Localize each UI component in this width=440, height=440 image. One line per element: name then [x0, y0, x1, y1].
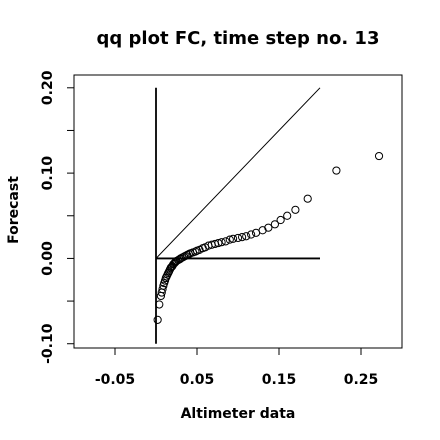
y-axis: -0.10 0.00 0.10 0.20 [40, 70, 74, 364]
x-tick-label: 0.15 [262, 372, 297, 388]
data-point [233, 233, 243, 243]
y-tick-label: 0.10 [40, 156, 56, 191]
data-point [238, 232, 247, 242]
data-point [270, 220, 279, 229]
y-tick-label: -0.10 [40, 323, 56, 364]
data-point [225, 235, 234, 244]
data-point [228, 234, 238, 243]
data-point [217, 238, 226, 247]
y-tick-label: 0.00 [40, 241, 56, 276]
data-point [276, 215, 285, 225]
data-point [264, 223, 273, 232]
data-point [291, 205, 300, 214]
data-point [242, 232, 251, 241]
data-point [158, 285, 167, 294]
x-axis: -0.05 0.05 0.15 0.25 [95, 348, 378, 388]
data-point [374, 151, 384, 161]
data-points [153, 151, 384, 324]
reference-lines [155, 87, 321, 344]
data-point [221, 237, 230, 246]
y-tick-label: 0.20 [40, 70, 56, 105]
data-point [155, 300, 164, 309]
plot-frame [73, 74, 403, 349]
data-point [247, 230, 256, 239]
data-point [332, 166, 341, 175]
y-axis-label: Forecast [6, 176, 22, 244]
data-point [214, 238, 223, 248]
x-axis-label: Altimeter data [181, 406, 296, 422]
x-tick-label: 0.25 [344, 372, 379, 388]
data-point [153, 315, 162, 324]
data-point [191, 247, 200, 256]
data-point [283, 211, 292, 220]
ref-line-diagonal [155, 87, 321, 259]
chart-title: qq plot FC, time step no. 13 [97, 28, 380, 49]
data-point [303, 194, 312, 203]
x-tick-label: -0.05 [95, 372, 135, 388]
x-tick-label: 0.05 [180, 372, 215, 388]
